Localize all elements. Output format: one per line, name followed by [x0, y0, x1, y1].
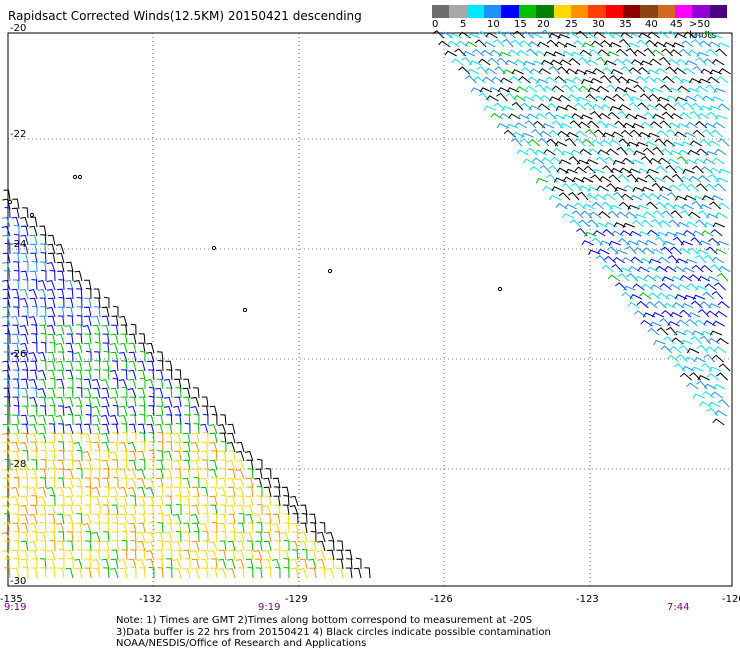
island-markers	[7, 174, 503, 313]
scale-label: 40	[645, 19, 658, 30]
axis-labels: -20 -22 -24 -26 -28 -30 -135 -132 -129 -126 -123 -1…	[0, 23, 740, 613]
color-scale-labels: 0 5 10 15 20 25 30 35 40 45 >50 knots	[432, 18, 727, 41]
lat-label: -26	[10, 349, 26, 360]
note-line-1: Note: 1) Times are GMT 2)Times along bot…	[116, 615, 533, 626]
lon-label: -129	[285, 594, 308, 605]
lon-label: -132	[139, 594, 162, 605]
grid-lines	[7, 32, 733, 587]
scale-swatch	[570, 5, 589, 18]
island-marker	[72, 174, 78, 180]
lon-label: -126	[430, 594, 453, 605]
scale-swatch	[675, 5, 693, 18]
scale-swatch	[466, 5, 485, 18]
notes: Note: 1) Times are GMT 2)Times along bot…	[116, 615, 551, 650]
color-scale-bar	[432, 5, 728, 18]
scale-swatch	[449, 5, 467, 18]
map-title: Rapidsact Corrected Winds(12.5KM) 201504…	[8, 9, 362, 23]
lon-label: -135	[0, 594, 23, 605]
scale-label: 15	[514, 19, 527, 30]
time-label: 9:19	[4, 602, 26, 613]
lon-label: -123	[576, 594, 599, 605]
lat-label: -22	[10, 129, 26, 140]
lat-label: -24	[10, 239, 26, 250]
time-label: 9:19	[258, 602, 280, 613]
note-line-2: 3)Data buffer is 22 hrs from 20150421 4)…	[116, 626, 551, 638]
scale-swatch	[622, 5, 641, 18]
lon-label: -120	[722, 594, 740, 605]
island-marker	[7, 199, 13, 205]
scale-label: 5	[460, 19, 467, 30]
scale-swatch	[605, 5, 623, 18]
island-marker	[29, 212, 35, 218]
lat-label: -30	[10, 576, 26, 587]
island-marker	[211, 245, 217, 251]
scale-swatch	[640, 5, 658, 18]
island-marker	[327, 268, 333, 274]
scale-label: 20	[537, 19, 550, 30]
island-marker	[77, 174, 83, 180]
island-marker	[242, 307, 248, 313]
scale-label: >50 knots	[689, 19, 717, 41]
scale-label: 0	[432, 19, 439, 30]
wind-speed-color-scale: 0 5 10 15 20 25 30 35 40 45 >50 knots	[432, 5, 728, 41]
scale-swatch	[657, 5, 676, 18]
scale-label: 30	[592, 19, 605, 30]
scale-swatch	[709, 5, 728, 18]
lat-label: -20	[10, 23, 26, 34]
scale-label: 10	[487, 19, 500, 30]
scale-swatch	[536, 5, 554, 18]
scale-swatch	[518, 5, 537, 18]
scale-label: 25	[565, 19, 578, 30]
scale-label: 35	[619, 19, 632, 30]
scale-swatch	[553, 5, 571, 18]
wind-swath	[1, 29, 731, 579]
scale-swatch	[692, 5, 710, 18]
scale-label: 45	[670, 19, 683, 30]
note-line-3: NOAA/NESDIS/Office of Research and Appli…	[116, 638, 367, 649]
island-marker	[497, 286, 503, 292]
scale-swatch	[484, 5, 502, 18]
scale-swatch	[501, 5, 519, 18]
scale-swatch	[588, 5, 606, 18]
lat-label: -28	[10, 459, 26, 470]
scale-swatch	[432, 5, 450, 18]
time-label: 7:44	[667, 602, 689, 613]
